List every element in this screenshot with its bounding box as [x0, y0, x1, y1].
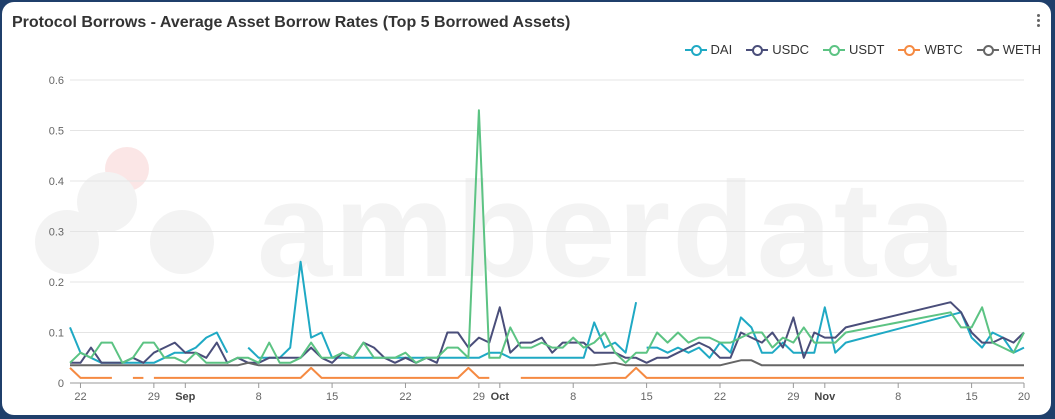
x-tick-label: Nov [814, 391, 836, 403]
x-tick-label: 22 [74, 391, 86, 403]
series-line-weth [70, 359, 1024, 367]
x-tick-label: 22 [714, 391, 726, 403]
chart-title: Protocol Borrows - Average Asset Borrow … [12, 14, 571, 31]
x-tick-label: Sep [175, 391, 195, 403]
y-gridlines [70, 79, 1024, 384]
legend-item-usdc[interactable]: USDC [746, 42, 809, 57]
y-axis: 0 0.1 0.2 0.3 0.4 0.5 0.6 [49, 75, 64, 390]
y-tick-label: 0.5 [49, 126, 64, 138]
watermark-logo-mark [35, 147, 214, 274]
watermark-logo-text: amberdata [257, 154, 958, 305]
series-line-wbtc [520, 366, 1024, 379]
legend-item-usdt[interactable]: USDT [823, 42, 884, 57]
x-tick-label: 22 [399, 391, 411, 403]
y-tick-label: 0.1 [49, 328, 64, 340]
x-tick-label: 15 [326, 391, 338, 403]
series-line-dai [247, 260, 638, 359]
legend-label: USDT [849, 42, 885, 57]
legend-marker-icon [823, 44, 846, 56]
x-tick-label: 15 [965, 391, 977, 403]
legend-label: WBTC [924, 42, 963, 57]
series-line-dai [646, 306, 1025, 359]
series-weth[interactable] [70, 359, 1024, 367]
series-dai[interactable] [69, 260, 1025, 364]
y-tick-label: 0.3 [49, 227, 64, 239]
series-line-usdc [70, 301, 1025, 364]
legend-label: DAI [710, 42, 733, 57]
x-tick-label: 8 [570, 391, 576, 403]
x-tick-label: Oct [491, 391, 510, 403]
series-lines [69, 109, 1025, 379]
legend-item-wbtc[interactable]: WBTC [898, 42, 963, 57]
series-wbtc[interactable] [69, 366, 1024, 379]
legend-marker-icon [746, 44, 769, 56]
chart-legend: DAI USDC USDT WBTC WETH [684, 42, 1041, 57]
legend-label: USDC [772, 42, 810, 57]
series-usdc[interactable] [70, 301, 1025, 364]
y-tick-label: 0.4 [49, 176, 64, 188]
x-tick-label: 29 [787, 391, 799, 403]
series-line-dai [69, 327, 229, 364]
x-tick-label: 15 [640, 391, 652, 403]
legend-marker-icon [898, 44, 921, 56]
x-tick-label: 29 [148, 391, 160, 403]
legend-item-dai[interactable]: DAI [684, 42, 733, 57]
legend-item-weth[interactable]: WETH [976, 42, 1041, 57]
y-tick-label: 0.6 [49, 75, 64, 87]
legend-marker-icon [976, 44, 999, 56]
y-tick-label: 0.2 [49, 277, 64, 289]
series-usdt[interactable] [69, 109, 1025, 364]
legend-marker-icon [684, 44, 707, 56]
y-tick-label: 0 [58, 378, 64, 390]
x-tick-label: 20 [1018, 391, 1030, 403]
x-tick-label: 8 [256, 391, 262, 403]
series-line-wbtc [153, 366, 490, 379]
x-tick-label: 29 [473, 391, 485, 403]
x-axis: 22 29 Sep 8 15 22 29 Oct 8 15 22 29 Nov 8 15 20 [74, 383, 1030, 403]
legend-label: WETH [1002, 42, 1041, 57]
more-vertical-icon[interactable] [1033, 12, 1043, 34]
series-line-wbtc [69, 367, 112, 379]
series-line-usdt [69, 109, 1025, 364]
x-tick-label: 8 [895, 391, 901, 403]
